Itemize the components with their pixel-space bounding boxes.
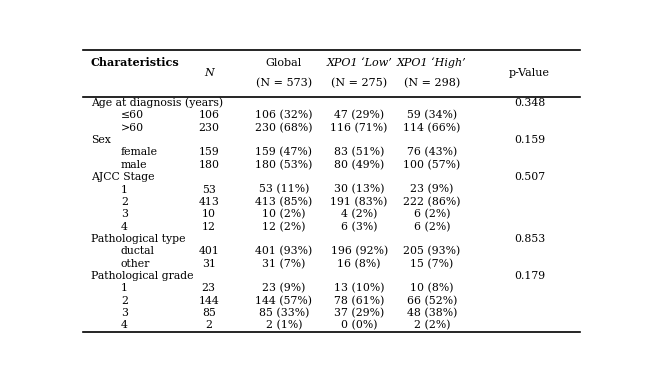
Text: 180: 180	[198, 160, 219, 170]
Text: 16 (8%): 16 (8%)	[338, 259, 381, 269]
Text: 13 (10%): 13 (10%)	[334, 283, 384, 294]
Text: (N = 298): (N = 298)	[404, 77, 460, 88]
Text: 2 (1%): 2 (1%)	[266, 320, 302, 331]
Text: 106: 106	[198, 110, 219, 120]
Text: 106 (32%): 106 (32%)	[255, 110, 313, 121]
Text: 30 (13%): 30 (13%)	[334, 184, 384, 195]
Text: female: female	[121, 148, 158, 158]
Text: 196 (92%): 196 (92%)	[331, 246, 388, 256]
Text: 0 (0%): 0 (0%)	[341, 320, 377, 331]
Text: (N = 275): (N = 275)	[331, 77, 387, 88]
Text: 37 (29%): 37 (29%)	[334, 308, 384, 318]
Text: 401 (93%): 401 (93%)	[256, 246, 313, 256]
Text: 114 (66%): 114 (66%)	[403, 123, 461, 133]
Text: AJCC Stage: AJCC Stage	[91, 172, 155, 182]
Text: Age at diagnosis (years): Age at diagnosis (years)	[91, 98, 223, 108]
Text: Sex: Sex	[91, 135, 111, 145]
Text: 144: 144	[199, 296, 219, 306]
Text: 80 (49%): 80 (49%)	[334, 160, 384, 170]
Text: 159: 159	[199, 148, 219, 158]
Text: 4 (2%): 4 (2%)	[341, 209, 377, 220]
Text: 1: 1	[121, 283, 128, 293]
Text: 100 (57%): 100 (57%)	[403, 160, 461, 170]
Text: 6 (2%): 6 (2%)	[413, 221, 450, 232]
Text: 85: 85	[202, 308, 215, 318]
Text: p-Value: p-Value	[509, 68, 550, 78]
Text: 78 (61%): 78 (61%)	[334, 296, 384, 306]
Text: 205 (93%): 205 (93%)	[403, 246, 461, 256]
Text: 47 (29%): 47 (29%)	[334, 110, 384, 121]
Text: 4: 4	[121, 321, 128, 331]
Text: 230: 230	[198, 123, 219, 133]
Text: 159 (47%): 159 (47%)	[256, 147, 313, 158]
Text: 3: 3	[121, 308, 128, 318]
Text: 191 (83%): 191 (83%)	[331, 197, 388, 207]
Text: XPO1 ‘Low’: XPO1 ‘Low’	[326, 58, 392, 68]
Text: 53: 53	[202, 184, 215, 194]
Text: 31: 31	[202, 259, 215, 269]
Text: 180 (53%): 180 (53%)	[256, 160, 313, 170]
Text: 2: 2	[121, 197, 128, 207]
Text: 6 (2%): 6 (2%)	[413, 209, 450, 220]
Text: 0.853: 0.853	[514, 234, 545, 244]
Text: 0.159: 0.159	[514, 135, 545, 145]
Text: ductal: ductal	[121, 246, 155, 256]
Text: Pathological type: Pathological type	[91, 234, 186, 244]
Text: 3: 3	[121, 209, 128, 219]
Text: 116 (71%): 116 (71%)	[331, 123, 388, 133]
Text: 23: 23	[202, 283, 215, 293]
Text: male: male	[121, 160, 148, 170]
Text: 413: 413	[198, 197, 219, 207]
Text: 12 (2%): 12 (2%)	[262, 221, 305, 232]
Text: 10 (8%): 10 (8%)	[410, 283, 454, 294]
Text: Pathological grade: Pathological grade	[91, 271, 193, 281]
Text: 83 (51%): 83 (51%)	[334, 147, 384, 158]
Text: 0.179: 0.179	[514, 271, 545, 281]
Text: 10: 10	[202, 209, 215, 219]
Text: 6 (3%): 6 (3%)	[341, 221, 377, 232]
Text: 85 (33%): 85 (33%)	[259, 308, 309, 318]
Text: other: other	[121, 259, 150, 269]
Text: 4: 4	[121, 222, 128, 232]
Text: 59 (34%): 59 (34%)	[407, 110, 457, 121]
Text: (N = 573): (N = 573)	[256, 77, 312, 88]
Text: 15 (7%): 15 (7%)	[410, 259, 454, 269]
Text: 31 (7%): 31 (7%)	[262, 259, 305, 269]
Text: XPO1 ‘High’: XPO1 ‘High’	[397, 57, 466, 68]
Text: 144 (57%): 144 (57%)	[256, 296, 313, 306]
Text: 66 (52%): 66 (52%)	[407, 296, 457, 306]
Text: 1: 1	[121, 184, 128, 194]
Text: 0.507: 0.507	[514, 172, 545, 182]
Text: 12: 12	[202, 222, 215, 232]
Text: N: N	[204, 68, 214, 78]
Text: 2: 2	[205, 321, 212, 331]
Text: 2 (2%): 2 (2%)	[413, 320, 450, 331]
Text: 23 (9%): 23 (9%)	[410, 184, 454, 195]
Text: 401: 401	[198, 246, 219, 256]
Text: 222 (86%): 222 (86%)	[403, 197, 461, 207]
Text: Charateristics: Charateristics	[91, 57, 180, 68]
Text: 0.348: 0.348	[514, 98, 545, 108]
Text: 2: 2	[121, 296, 128, 306]
Text: 23 (9%): 23 (9%)	[262, 283, 305, 294]
Text: 230 (68%): 230 (68%)	[255, 123, 313, 133]
Text: 53 (11%): 53 (11%)	[259, 184, 309, 195]
Text: 10 (2%): 10 (2%)	[262, 209, 305, 220]
Text: 413 (85%): 413 (85%)	[256, 197, 313, 207]
Text: 76 (43%): 76 (43%)	[407, 147, 457, 158]
Text: Global: Global	[266, 58, 302, 68]
Text: >60: >60	[121, 123, 144, 133]
Text: 48 (38%): 48 (38%)	[407, 308, 457, 318]
Text: ≤60: ≤60	[121, 110, 144, 120]
